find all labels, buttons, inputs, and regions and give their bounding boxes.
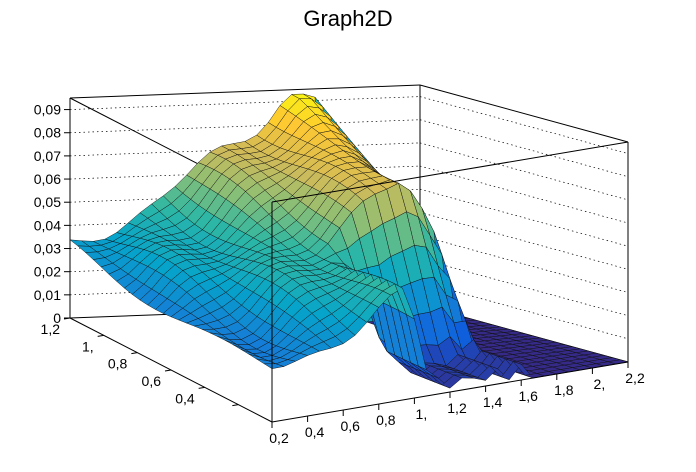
- x-tick-label: 1,: [416, 406, 428, 422]
- y-tick-mark: [164, 369, 172, 372]
- x-tick-label: 0,8: [376, 412, 396, 428]
- z-gridline: [419, 96, 629, 154]
- z-tick-label: 0,04: [34, 217, 61, 233]
- x-tick-label: 0,2: [269, 430, 289, 446]
- x-axis-ticks: 0,2 0,4 0,6 0,8 1, 1,2 1,4 1,6 1,8 2, 2,2: [269, 362, 645, 446]
- y-tick-label: 0,6: [142, 373, 162, 389]
- frame-edge: [69, 84, 421, 99]
- z-gridline: [419, 165, 629, 224]
- y-tick-label: 0,8: [108, 356, 128, 372]
- frame-edge: [419, 84, 629, 143]
- z-gridline: [419, 188, 629, 247]
- x-tick-label: 0,4: [305, 424, 325, 440]
- x-tick-label: 2,2: [625, 370, 645, 386]
- z-tick-label: 0,01: [34, 287, 61, 303]
- y-tick-mark: [232, 404, 239, 407]
- z-tick-label: 0,09: [34, 102, 61, 118]
- y-tick-mark: [97, 334, 104, 337]
- y-tick-label: 0,4: [175, 390, 195, 406]
- z-gridline: [69, 119, 421, 134]
- z-gridline: [419, 119, 629, 178]
- z-tick-label: 0: [53, 310, 61, 326]
- z-tick-label: 0,06: [34, 171, 61, 187]
- z-tick-label: 0,05: [34, 194, 61, 210]
- y-tick-label: 1,2: [41, 321, 61, 337]
- y-tick-label: 1,: [82, 338, 94, 354]
- y-tick-mark: [63, 317, 71, 320]
- z-tick-label: 0,02: [34, 264, 61, 280]
- frame-edge: [271, 141, 629, 203]
- z-axis-ticks: 0 0,01 0,02 0,03 0,04 0,05 0,06 0,07 0,08 0,09: [34, 102, 70, 326]
- x-tick-label: 1,8: [554, 382, 574, 398]
- y-tick-mark: [198, 386, 205, 389]
- x-tick-label: 0,6: [340, 418, 360, 434]
- y-axis-ticks: 0,4 0,6 0,8 1, 1,2: [41, 317, 239, 407]
- x-tick-label: 2,: [594, 376, 606, 392]
- z-gridline: [69, 96, 421, 110]
- x-tick-label: 1,2: [447, 400, 467, 416]
- x-tick-label: 1,4: [483, 394, 503, 410]
- z-tick-label: 0,07: [34, 148, 61, 164]
- x-tick-label: 1,6: [518, 388, 538, 404]
- z-tick-label: 0,08: [34, 125, 61, 141]
- y-tick-mark: [131, 352, 138, 355]
- surface-mesh: [69, 93, 629, 389]
- z-tick-label: 0,03: [34, 241, 61, 257]
- chart-title: Graph2D: [303, 6, 392, 31]
- z-gridline: [419, 212, 629, 270]
